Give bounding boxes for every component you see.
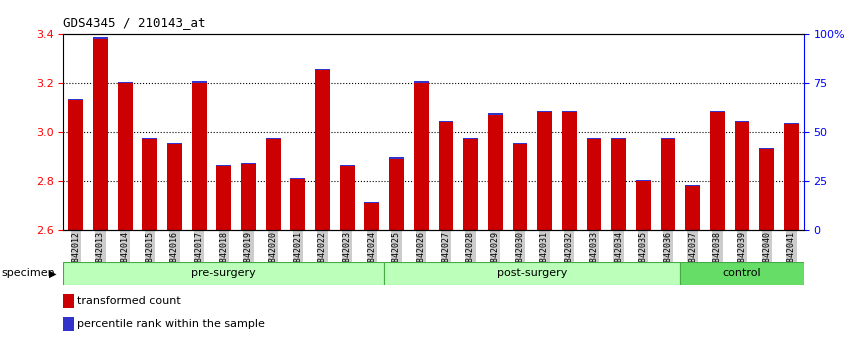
Bar [241,164,255,230]
Text: percentile rank within the sample: percentile rank within the sample [77,319,265,329]
Bar [636,180,651,181]
Bar [438,122,453,230]
Bar [142,138,157,139]
Bar [167,143,182,144]
Bar [389,159,404,230]
Bar [118,83,133,230]
Bar [118,82,133,83]
Bar [513,143,527,144]
Bar [438,121,453,122]
Bar [217,166,231,230]
Bar [463,138,478,139]
Bar [586,139,602,230]
Bar [611,138,626,139]
Bar [69,99,83,100]
Text: post-surgery: post-surgery [497,268,568,279]
Bar [266,138,281,139]
Text: control: control [722,268,761,279]
Bar [266,139,281,230]
Bar [680,262,804,285]
Bar [340,166,354,230]
Bar [93,39,107,230]
Bar [142,139,157,230]
Bar [685,186,700,230]
Bar [537,111,552,112]
Bar [167,144,182,230]
Bar [661,139,675,230]
Bar [389,157,404,159]
Bar [241,163,255,164]
Bar [562,111,577,112]
Bar [414,81,429,83]
Bar [290,178,305,230]
Bar [734,121,750,122]
Bar [586,138,602,139]
Bar [710,111,725,112]
Bar [513,144,527,230]
Bar [340,165,354,166]
Bar [463,139,478,230]
Bar [784,122,799,125]
Bar [759,149,774,230]
Bar [217,165,231,166]
Bar [734,122,750,230]
Bar [414,83,429,230]
Bar [488,113,503,115]
Bar [192,81,206,83]
Bar [192,83,206,230]
Bar [63,262,384,285]
Bar [93,37,107,39]
Bar [636,181,651,230]
Text: transformed count: transformed count [77,296,181,306]
Bar [69,100,83,230]
Bar [710,112,725,230]
Bar [365,203,379,230]
Text: GDS4345 / 210143_at: GDS4345 / 210143_at [63,16,206,29]
Bar [611,139,626,230]
Bar [562,112,577,230]
Text: specimen: specimen [2,268,56,278]
Bar [784,125,799,230]
Text: ▶: ▶ [49,268,57,278]
Bar [537,112,552,230]
Bar [685,185,700,186]
Bar [384,262,680,285]
Bar [315,70,330,230]
Bar [488,115,503,230]
Bar [759,148,774,149]
Bar [315,69,330,70]
Text: pre-surgery: pre-surgery [191,268,256,279]
Bar [661,138,675,139]
Bar [365,202,379,203]
